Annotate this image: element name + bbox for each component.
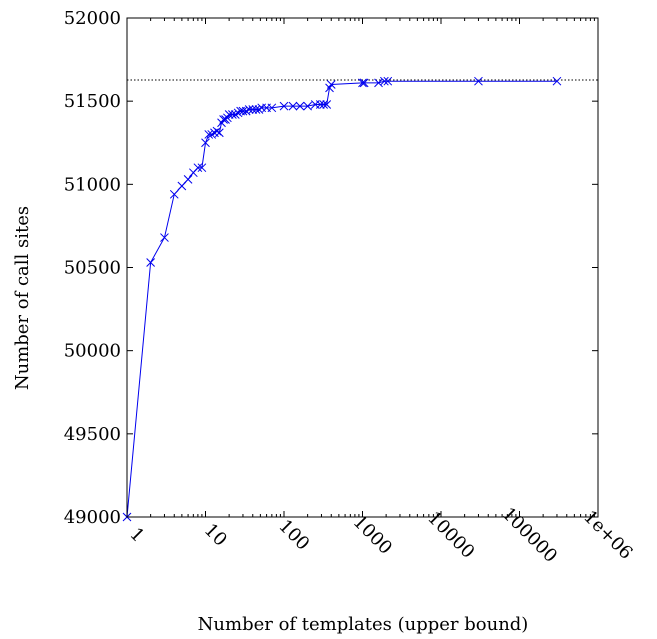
marker-stroke bbox=[193, 163, 203, 173]
data-point-marker bbox=[197, 163, 207, 173]
marker-stroke bbox=[228, 110, 237, 119]
marker-stroke bbox=[183, 174, 193, 184]
marker-stroke bbox=[169, 189, 179, 199]
marker-stroke bbox=[251, 105, 261, 114]
x-tick-label: 1e+06 bbox=[579, 506, 636, 563]
marker-stroke bbox=[303, 101, 312, 111]
marker-stroke bbox=[233, 108, 243, 118]
data-point-marker bbox=[230, 110, 240, 119]
y-tick-label: 49000 bbox=[64, 507, 121, 528]
marker-stroke bbox=[207, 130, 217, 139]
data-point-marker bbox=[358, 78, 367, 88]
data-point-marker bbox=[254, 105, 264, 114]
data-point-marker bbox=[322, 100, 332, 109]
data-point-marker bbox=[201, 138, 210, 148]
marker-stroke bbox=[238, 106, 248, 116]
marker-stroke bbox=[230, 110, 240, 119]
data-point-marker bbox=[248, 105, 258, 114]
data-point-marker bbox=[380, 76, 389, 86]
marker-stroke bbox=[322, 100, 332, 109]
data-point-marker bbox=[552, 76, 562, 86]
data-point-marker bbox=[193, 163, 203, 173]
x-tick-label: 1 bbox=[125, 524, 148, 547]
marker-stroke bbox=[326, 80, 336, 89]
data-point-marker bbox=[244, 105, 254, 114]
data-point-marker bbox=[146, 258, 155, 267]
series-layer bbox=[122, 76, 562, 522]
marker-stroke bbox=[279, 101, 289, 111]
data-point-marker bbox=[238, 106, 248, 116]
marker-stroke bbox=[204, 130, 214, 139]
marker-stroke bbox=[359, 78, 369, 88]
data-point-marker bbox=[233, 108, 243, 118]
marker-stroke bbox=[315, 100, 325, 109]
marker-stroke bbox=[197, 163, 207, 173]
x-axis-label: Number of templates (upper bound) bbox=[198, 614, 529, 635]
data-point-marker bbox=[183, 174, 193, 184]
x-tick-label: 10 bbox=[200, 520, 231, 551]
marker-stroke bbox=[552, 76, 562, 86]
data-point-marker bbox=[319, 100, 329, 109]
marker-stroke bbox=[244, 105, 254, 114]
data-point-marker bbox=[279, 101, 289, 111]
y-tick-label: 52000 bbox=[64, 8, 121, 29]
x-tick-label: 100000 bbox=[498, 503, 561, 566]
y-axis-label: Number of call sites bbox=[12, 206, 33, 390]
marker-stroke bbox=[474, 76, 483, 86]
marker-stroke bbox=[146, 258, 155, 267]
marker-stroke bbox=[267, 103, 277, 113]
data-point-marker bbox=[224, 110, 234, 119]
y-tick-label: 50500 bbox=[64, 258, 121, 279]
y-tick-label: 51000 bbox=[64, 174, 121, 195]
data-point-marker bbox=[267, 103, 277, 113]
tick-labels-layer: 49000 49500 50000 50500 51000 51500 52000 1 10 10… bbox=[64, 8, 637, 567]
data-point-marker bbox=[288, 101, 298, 111]
data-point-marker bbox=[295, 101, 305, 111]
data-point-marker bbox=[169, 189, 179, 199]
data-point-marker bbox=[228, 110, 237, 119]
x-tick-label: 100 bbox=[274, 516, 313, 555]
marker-stroke bbox=[254, 105, 264, 114]
x-tick-label: 1000 bbox=[349, 511, 396, 558]
plot-frame bbox=[126, 17, 599, 518]
marker-stroke bbox=[374, 78, 383, 88]
marker-stroke bbox=[288, 101, 298, 111]
data-point-marker bbox=[160, 233, 169, 242]
data-point-marker bbox=[383, 76, 393, 86]
data-point-marker bbox=[214, 128, 224, 138]
data-point-marker bbox=[210, 128, 219, 138]
marker-stroke bbox=[201, 138, 210, 148]
axis-ticks-layer bbox=[126, 17, 599, 518]
marker-stroke bbox=[383, 76, 393, 86]
marker-stroke bbox=[224, 110, 234, 119]
marker-stroke bbox=[358, 78, 367, 88]
data-point-marker bbox=[359, 78, 369, 88]
marker-stroke bbox=[160, 233, 169, 242]
y-tick-label: 49500 bbox=[64, 424, 121, 445]
data-point-marker bbox=[474, 76, 483, 86]
data-point-marker bbox=[315, 100, 325, 109]
data-point-marker bbox=[204, 130, 214, 139]
marker-stroke bbox=[380, 76, 389, 86]
marker-stroke bbox=[319, 100, 329, 109]
marker-stroke bbox=[248, 105, 258, 114]
data-point-marker bbox=[374, 78, 383, 88]
data-point-marker bbox=[207, 130, 217, 139]
data-point-marker bbox=[251, 105, 261, 114]
data-point-marker bbox=[326, 80, 336, 89]
marker-stroke bbox=[214, 128, 224, 138]
marker-stroke bbox=[295, 101, 305, 111]
series-line bbox=[126, 80, 557, 518]
x-tick-label: 10000 bbox=[423, 507, 478, 562]
data-point-marker bbox=[303, 101, 312, 111]
y-tick-label: 50000 bbox=[64, 341, 121, 362]
y-tick-label: 51500 bbox=[64, 91, 121, 112]
